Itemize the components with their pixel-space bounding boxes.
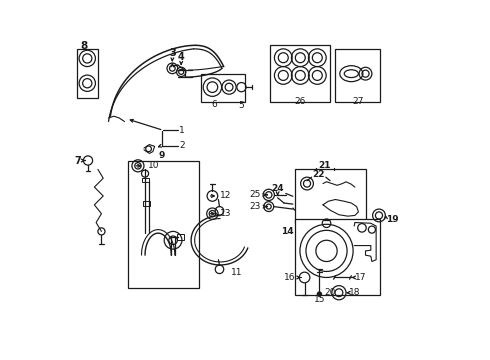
Bar — [294, 169, 366, 222]
Text: 27: 27 — [352, 97, 364, 106]
Text: 26: 26 — [294, 97, 306, 106]
Text: 11: 11 — [231, 268, 243, 277]
Text: 5: 5 — [239, 101, 245, 110]
Text: 9: 9 — [159, 152, 165, 161]
Text: 4: 4 — [178, 51, 185, 62]
Text: 1: 1 — [179, 126, 185, 135]
Bar — [128, 161, 199, 288]
Text: 22: 22 — [313, 170, 325, 179]
Text: 10: 10 — [147, 161, 159, 170]
Text: 23: 23 — [249, 202, 261, 211]
Bar — [294, 219, 380, 295]
Bar — [76, 49, 98, 99]
Bar — [177, 234, 184, 239]
Text: 17: 17 — [355, 273, 367, 282]
Bar — [270, 45, 330, 102]
Text: 19: 19 — [386, 215, 398, 224]
Text: 24: 24 — [271, 184, 284, 193]
Text: 3: 3 — [169, 48, 176, 58]
Text: 13: 13 — [220, 209, 232, 218]
Bar — [335, 49, 380, 102]
Text: 16: 16 — [284, 273, 295, 282]
Bar — [201, 74, 245, 102]
Bar — [143, 201, 150, 206]
Text: 2: 2 — [179, 141, 185, 150]
Text: 25: 25 — [249, 190, 261, 199]
Text: 20: 20 — [324, 288, 336, 297]
Text: 15: 15 — [314, 295, 325, 304]
Text: 7: 7 — [75, 156, 82, 166]
Text: 6: 6 — [211, 100, 217, 109]
Text: 21: 21 — [318, 161, 331, 170]
Text: 18: 18 — [348, 288, 360, 297]
Circle shape — [318, 292, 321, 296]
Text: 8: 8 — [80, 41, 87, 51]
Text: 12: 12 — [220, 192, 232, 201]
Text: 14: 14 — [281, 227, 294, 236]
Bar — [142, 177, 148, 182]
